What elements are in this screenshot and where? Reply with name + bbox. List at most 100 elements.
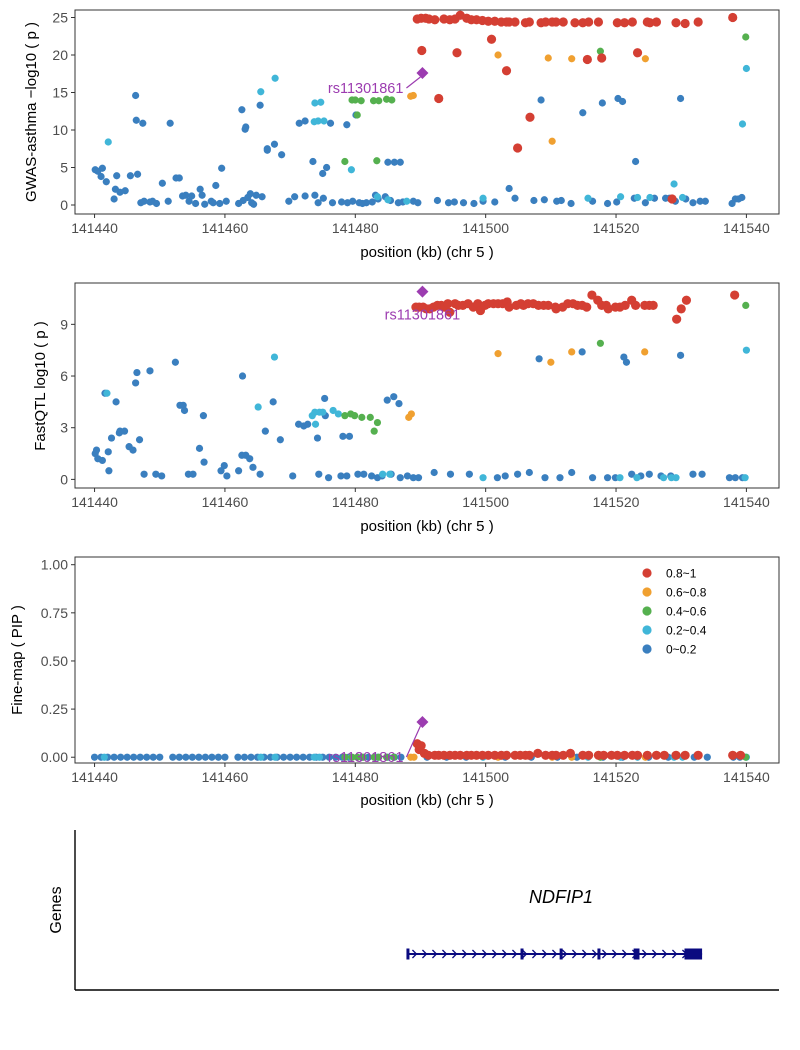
data-point — [291, 193, 299, 201]
data-point — [107, 434, 116, 442]
data-point — [309, 157, 317, 166]
data-point — [446, 470, 455, 478]
data-point — [551, 750, 561, 760]
gene-exon — [406, 948, 410, 960]
data-point — [430, 15, 440, 25]
data-point — [544, 54, 552, 62]
data-point — [360, 470, 368, 478]
data-point — [100, 753, 108, 761]
data-point — [741, 474, 749, 482]
data-point — [524, 17, 534, 27]
data-point — [384, 196, 392, 204]
y-axis-label: Fine-map ( PIP ) — [9, 605, 26, 715]
data-point — [728, 750, 738, 760]
data-point — [579, 109, 587, 117]
gene-strand-arrow — [561, 949, 568, 959]
data-point — [110, 195, 118, 203]
data-point — [110, 753, 118, 761]
data-point — [730, 290, 740, 300]
data-point — [341, 412, 349, 420]
gene-exon — [633, 948, 640, 960]
data-point — [367, 472, 376, 480]
data-point — [276, 436, 284, 444]
data-point — [156, 753, 164, 761]
data-point — [680, 750, 690, 760]
data-point — [407, 410, 415, 418]
data-point — [501, 472, 509, 480]
x-axis-label: position (kb) (chr 5 ) — [360, 518, 493, 535]
data-point — [319, 169, 327, 178]
legend-label: 0.8~1 — [666, 567, 697, 581]
data-point — [246, 455, 254, 463]
data-point — [445, 307, 455, 317]
data-point — [182, 753, 190, 761]
x-tick-label: 141480 — [332, 220, 379, 236]
data-point — [397, 753, 405, 761]
data-point — [501, 750, 512, 760]
data-point — [444, 199, 453, 207]
data-point — [261, 427, 269, 435]
data-point — [362, 199, 370, 207]
data-point — [332, 753, 340, 761]
data-point — [450, 198, 458, 206]
y-tick-label: 1.00 — [41, 557, 68, 573]
x-tick-label: 141500 — [462, 494, 509, 510]
data-point — [510, 17, 520, 27]
gene-strand-arrow — [531, 949, 538, 959]
data-point — [98, 164, 106, 172]
data-point — [132, 379, 140, 387]
legend-label: 0.2~0.4 — [666, 624, 707, 638]
x-tick-label: 141540 — [723, 494, 770, 510]
data-point — [256, 470, 264, 478]
x-axis: 141440 141460 141480 141500 141520 141540 — [71, 488, 770, 510]
data-point — [660, 474, 668, 482]
data-point — [217, 467, 225, 475]
data-point — [351, 412, 359, 420]
data-point — [645, 470, 653, 478]
data-point — [353, 753, 361, 761]
data-point — [414, 474, 423, 482]
data-point — [191, 199, 200, 208]
gene-strand-arrow — [411, 949, 418, 959]
y-tick-label: 6 — [60, 368, 68, 384]
data-point — [212, 181, 220, 190]
data-point — [132, 116, 140, 124]
data-point — [603, 474, 612, 482]
lead-snp-leader — [405, 725, 421, 758]
data-point — [565, 748, 576, 758]
legend-key — [642, 606, 652, 616]
data-point — [434, 93, 444, 104]
data-point — [672, 314, 682, 324]
data-point — [504, 302, 514, 312]
data-point — [313, 434, 322, 442]
data-point — [433, 196, 442, 205]
gene-strand-arrow — [541, 949, 548, 959]
data-point — [123, 753, 131, 761]
data-point — [548, 137, 556, 145]
data-point — [149, 753, 157, 761]
data-point — [689, 470, 697, 478]
data-point — [311, 420, 320, 428]
data-point — [403, 197, 411, 205]
data-point — [648, 300, 658, 310]
data-point — [218, 164, 226, 172]
data-point — [678, 193, 687, 202]
data-point — [390, 753, 398, 761]
data-point — [379, 470, 387, 478]
panel-fastqtl: 0 3 6 9 141440 141460 141480 141500 141520 14154… — [32, 282, 780, 535]
x-tick-label: 141440 — [71, 494, 118, 510]
y-tick-label: 0.00 — [41, 749, 68, 765]
data-point — [140, 197, 148, 205]
data-point — [584, 750, 594, 760]
data-point — [325, 753, 333, 761]
data-point — [430, 468, 438, 477]
lead-snp-marker — [416, 67, 429, 79]
x-tick-label: 141540 — [723, 769, 770, 785]
data-point — [158, 472, 166, 480]
data-point — [670, 180, 678, 188]
data-point — [339, 432, 347, 440]
data-point — [375, 753, 383, 761]
data-point — [209, 199, 217, 207]
gene-strand-arrow — [471, 949, 478, 959]
data-point — [618, 97, 627, 106]
